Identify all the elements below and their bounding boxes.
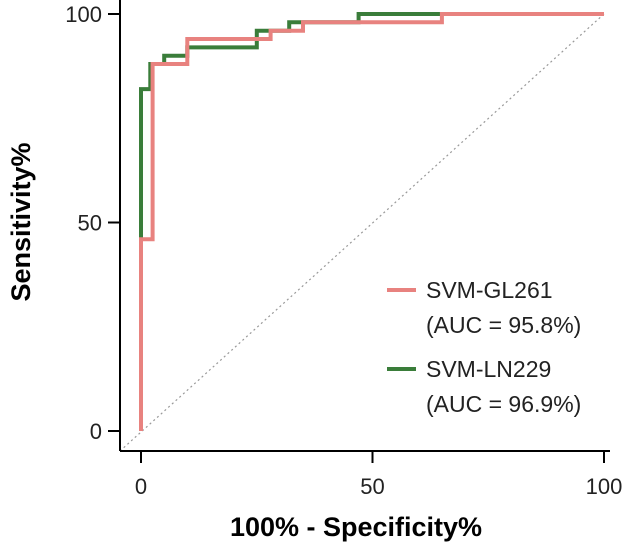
series-line-svm-gl261 [139,12,604,431]
legend-auc-svm-gl261: (AUC = 95.8%) [426,312,581,338]
y-tick-label: 100 [65,2,102,27]
x-tick-label: 100 [586,474,623,499]
x-tick-label: 50 [360,474,384,499]
legend-label-svm-gl261: SVM-GL261 [426,277,553,303]
legend-label-svm-ln229: SVM-LN229 [426,356,551,382]
reference-diagonal-line [119,13,605,452]
y-tick-label: 0 [90,419,102,444]
y-tick-label: 50 [78,211,102,236]
legend-auc-svm-ln229: (AUC = 96.9%) [426,391,581,417]
x-axis-title: 100% - Specificity% [230,512,482,542]
x-tick-label: 0 [135,474,147,499]
y-axis-title: Sensitivity% [6,142,36,301]
